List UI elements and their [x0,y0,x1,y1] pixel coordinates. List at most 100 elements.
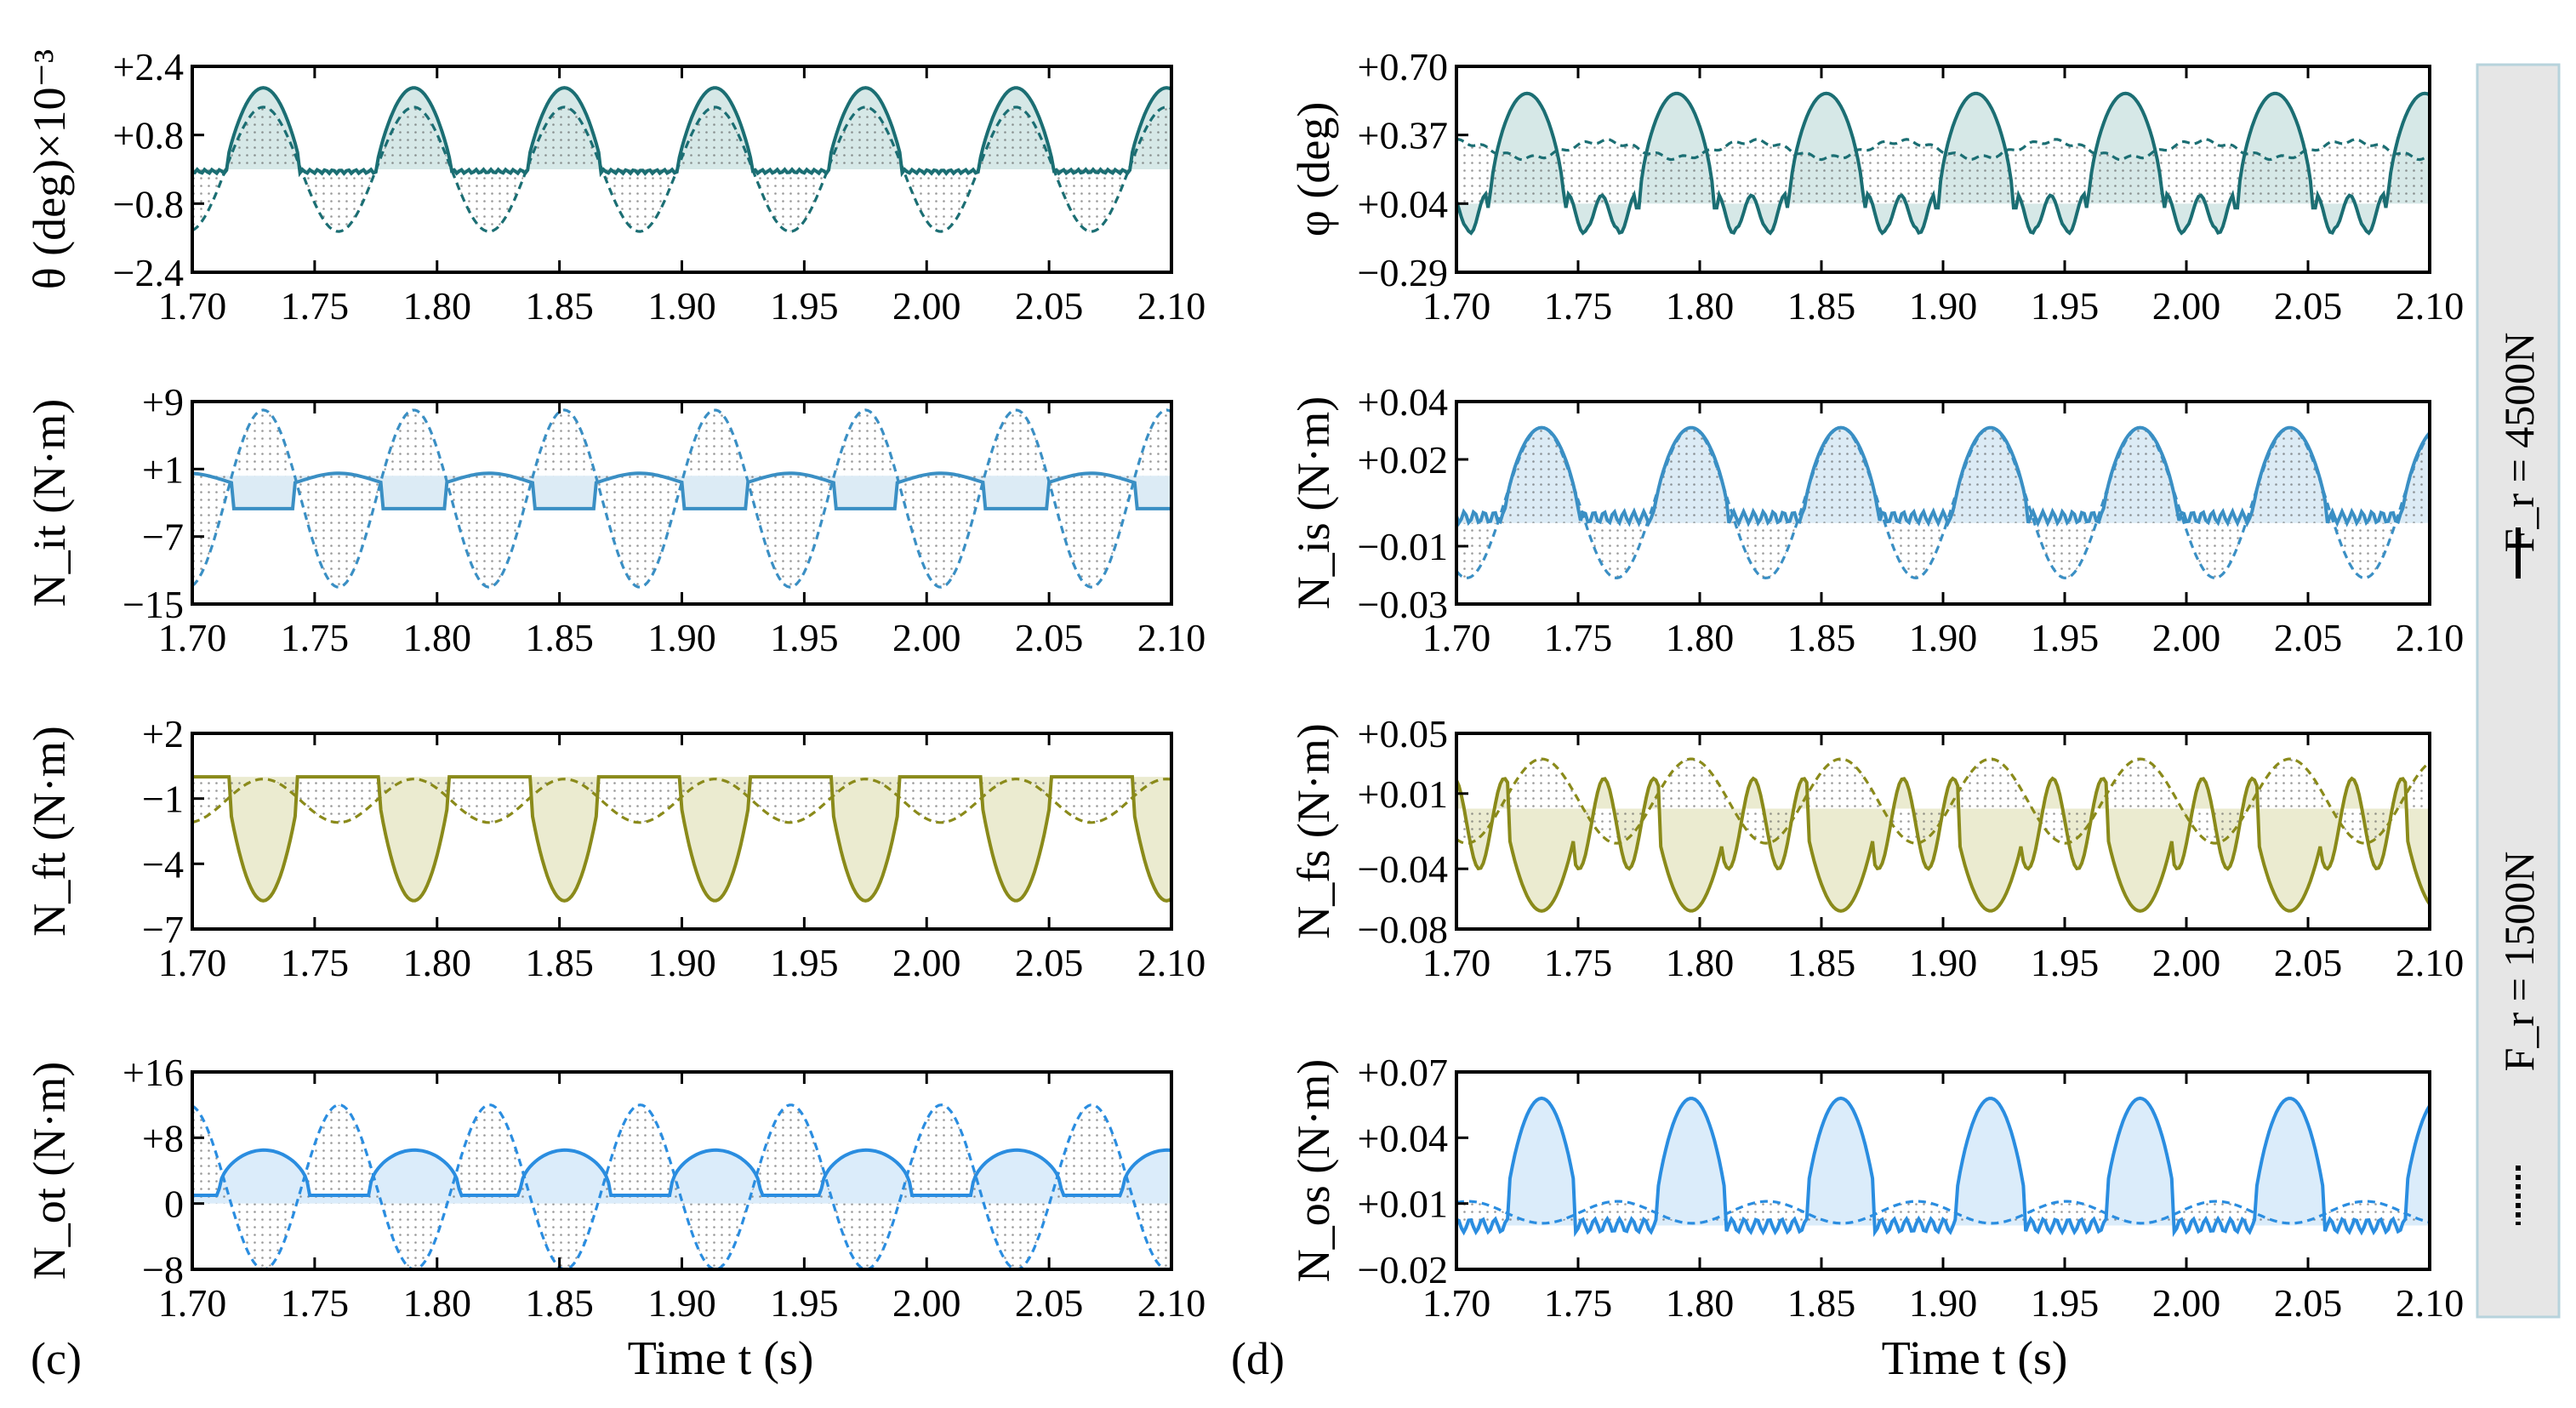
fill-Nos-1500 [1456,1201,2430,1226]
xtick-label-Nfs: 1.75 [1544,941,1613,984]
ytick-label-Nit: −7 [142,516,184,559]
ytick-label-Nos: +0.07 [1358,1051,1448,1094]
ytick-label-theta: +0.8 [113,114,184,157]
fill-Nos-4500 [1456,1097,2430,1233]
ylabel-Nft: N_ft (N·m) [24,726,75,936]
ytick-label-phi: +0.37 [1358,114,1448,157]
ytick-label-phi: +0.70 [1358,45,1448,88]
fill-Not-4500 [192,1149,1171,1204]
xtick-label-Nit: 1.95 [770,616,839,659]
xtick-label-Nfs: 2.05 [2274,941,2343,984]
ytick-label-Nos: −0.02 [1358,1248,1448,1291]
series-Nos-4500 [1456,1096,2431,1238]
xtick-label-Not: 1.90 [647,1281,716,1325]
xtick-label-Nit: 2.10 [1137,616,1206,659]
xtick-label-Nis: 1.75 [1544,616,1613,659]
xtick-label-Nft: 1.70 [158,941,227,984]
xtick-label-theta: 1.85 [525,284,594,328]
xtick-label-theta: 1.75 [281,284,350,328]
ytick-label-Nft: −4 [142,842,184,886]
xtick-label-Nfs: 1.80 [1666,941,1735,984]
fill-Nit-4500 [192,473,1171,509]
xtick-label-Nit: 1.75 [281,616,350,659]
xtick-label-Not: 2.00 [892,1281,961,1325]
xtick-label-Nft: 1.80 [403,941,472,984]
ytick-label-Nis: +0.04 [1358,380,1448,424]
xtick-label-Not: 1.75 [281,1281,350,1325]
ylabel-Nit: N_it (N·m) [24,399,75,607]
panel-label-c: (c) [31,1333,82,1384]
xtick-label-Nfs: 2.10 [2396,941,2465,984]
ytick-label-phi: −0.29 [1358,251,1448,294]
xtick-label-Nis: 2.10 [2396,616,2465,659]
fill-Nft-4500 [192,777,1171,901]
ytick-label-Nis: −0.03 [1358,583,1448,626]
xtick-label-Nis: 1.90 [1909,616,1978,659]
ytick-label-Not: 0 [164,1183,184,1226]
xtick-label-theta: 2.05 [1015,284,1084,328]
series-phi-1500 [1456,138,2431,162]
xtick-label-Not: 1.80 [403,1281,472,1325]
series-Nfs-1500 [1456,757,2431,845]
xtick-label-Nos: 2.00 [2152,1281,2221,1325]
xtick-label-Nis: 1.95 [2031,616,2100,659]
ylabel-Nis: N_is (N·m) [1288,396,1339,609]
ytick-label-theta: −2.4 [113,251,184,294]
ytick-label-Nit: −15 [123,583,184,626]
xtick-label-Not: 1.85 [525,1281,594,1325]
xtick-label-Nfs: 2.00 [2152,941,2221,984]
chart-Not: 1.70 1.75 1.80 1.85 1.90 1.95 2.00 2.05 2.10 +16 +… [24,1051,1205,1325]
x-axis-label-right: Time t (s) [1882,1332,2068,1385]
xtick-label-phi: 2.05 [2274,284,2343,328]
xtick-label-theta: 1.90 [647,284,716,328]
ylabel-Nfs: N_fs (N·m) [1288,723,1339,938]
xtick-label-Nit: 1.85 [525,616,594,659]
xtick-label-Nit: 2.00 [892,616,961,659]
xtick-label-Nos: 1.95 [2031,1281,2100,1325]
xtick-label-phi: 2.00 [2152,284,2221,328]
ylabel-Not: N_ot (N·m) [24,1062,75,1280]
legend: F_r = 4500N F_r = 1500N [2476,63,2561,1319]
series-Nos-1500 [1456,1200,2431,1225]
xtick-label-phi: 1.90 [1909,284,1978,328]
xtick-label-phi: 1.95 [2031,284,2100,328]
xtick-label-theta: 1.70 [158,284,227,328]
xtick-label-Nft: 1.90 [647,941,716,984]
x-axis-label-left: Time t (s) [628,1332,814,1385]
xtick-label-Nos: 1.75 [1544,1281,1613,1325]
series-Nfs-4500 [1455,776,2431,913]
chart-Nit: 1.70 1.75 1.80 1.85 1.90 1.95 2.00 2.05 2.10 +9 +1… [24,380,1205,659]
fill-theta-1500 [192,106,1171,232]
series-Not-4500 [192,1148,1172,1197]
ylabel-phi: φ (deg) [1288,102,1339,237]
series-Nis-1500 [1455,425,2431,580]
fill-Nit-1500 [192,409,1171,588]
xtick-label-Nos: 1.90 [1909,1281,1978,1325]
xtick-label-Not: 2.10 [1137,1281,1206,1325]
ytick-label-Nis: +0.02 [1358,438,1448,482]
xtick-label-Nfs: 1.85 [1787,941,1856,984]
series-theta-4500 [191,86,1172,178]
xtick-label-Not: 1.70 [158,1281,227,1325]
ytick-label-Nfs: −0.08 [1358,908,1448,951]
ytick-label-Not: +16 [123,1051,184,1094]
fill-Nfs-1500 [1456,759,2430,844]
ytick-label-Nft: −7 [142,908,184,951]
series-phi-4500 [1455,91,2431,236]
xtick-label-phi: 1.75 [1544,284,1613,328]
xtick-label-Not: 2.05 [1015,1281,1084,1325]
ytick-label-theta: +2.4 [113,45,184,88]
ytick-label-Nos: +0.01 [1358,1183,1448,1226]
chart-Nft: 1.70 1.75 1.80 1.85 1.90 1.95 2.00 2.05 2.10 +2 −1… [24,712,1205,984]
series-theta-1500 [191,105,1172,233]
xtick-label-Nfs: 1.70 [1422,941,1491,984]
ylabel-Nos: N_os (N·m) [1288,1059,1339,1282]
xtick-label-Nis: 1.70 [1422,616,1491,659]
xtick-label-Nfs: 1.95 [2031,941,2100,984]
legend-label-1500: F_r = 1500N [2495,852,2543,1072]
fill-Not-1500 [192,1104,1171,1269]
xtick-label-theta: 1.80 [403,284,472,328]
xtick-label-Nft: 2.05 [1015,941,1084,984]
chart-Nis: 1.70 1.75 1.80 1.85 1.90 1.95 2.00 2.05 2.10 +0.0… [1288,380,2464,659]
